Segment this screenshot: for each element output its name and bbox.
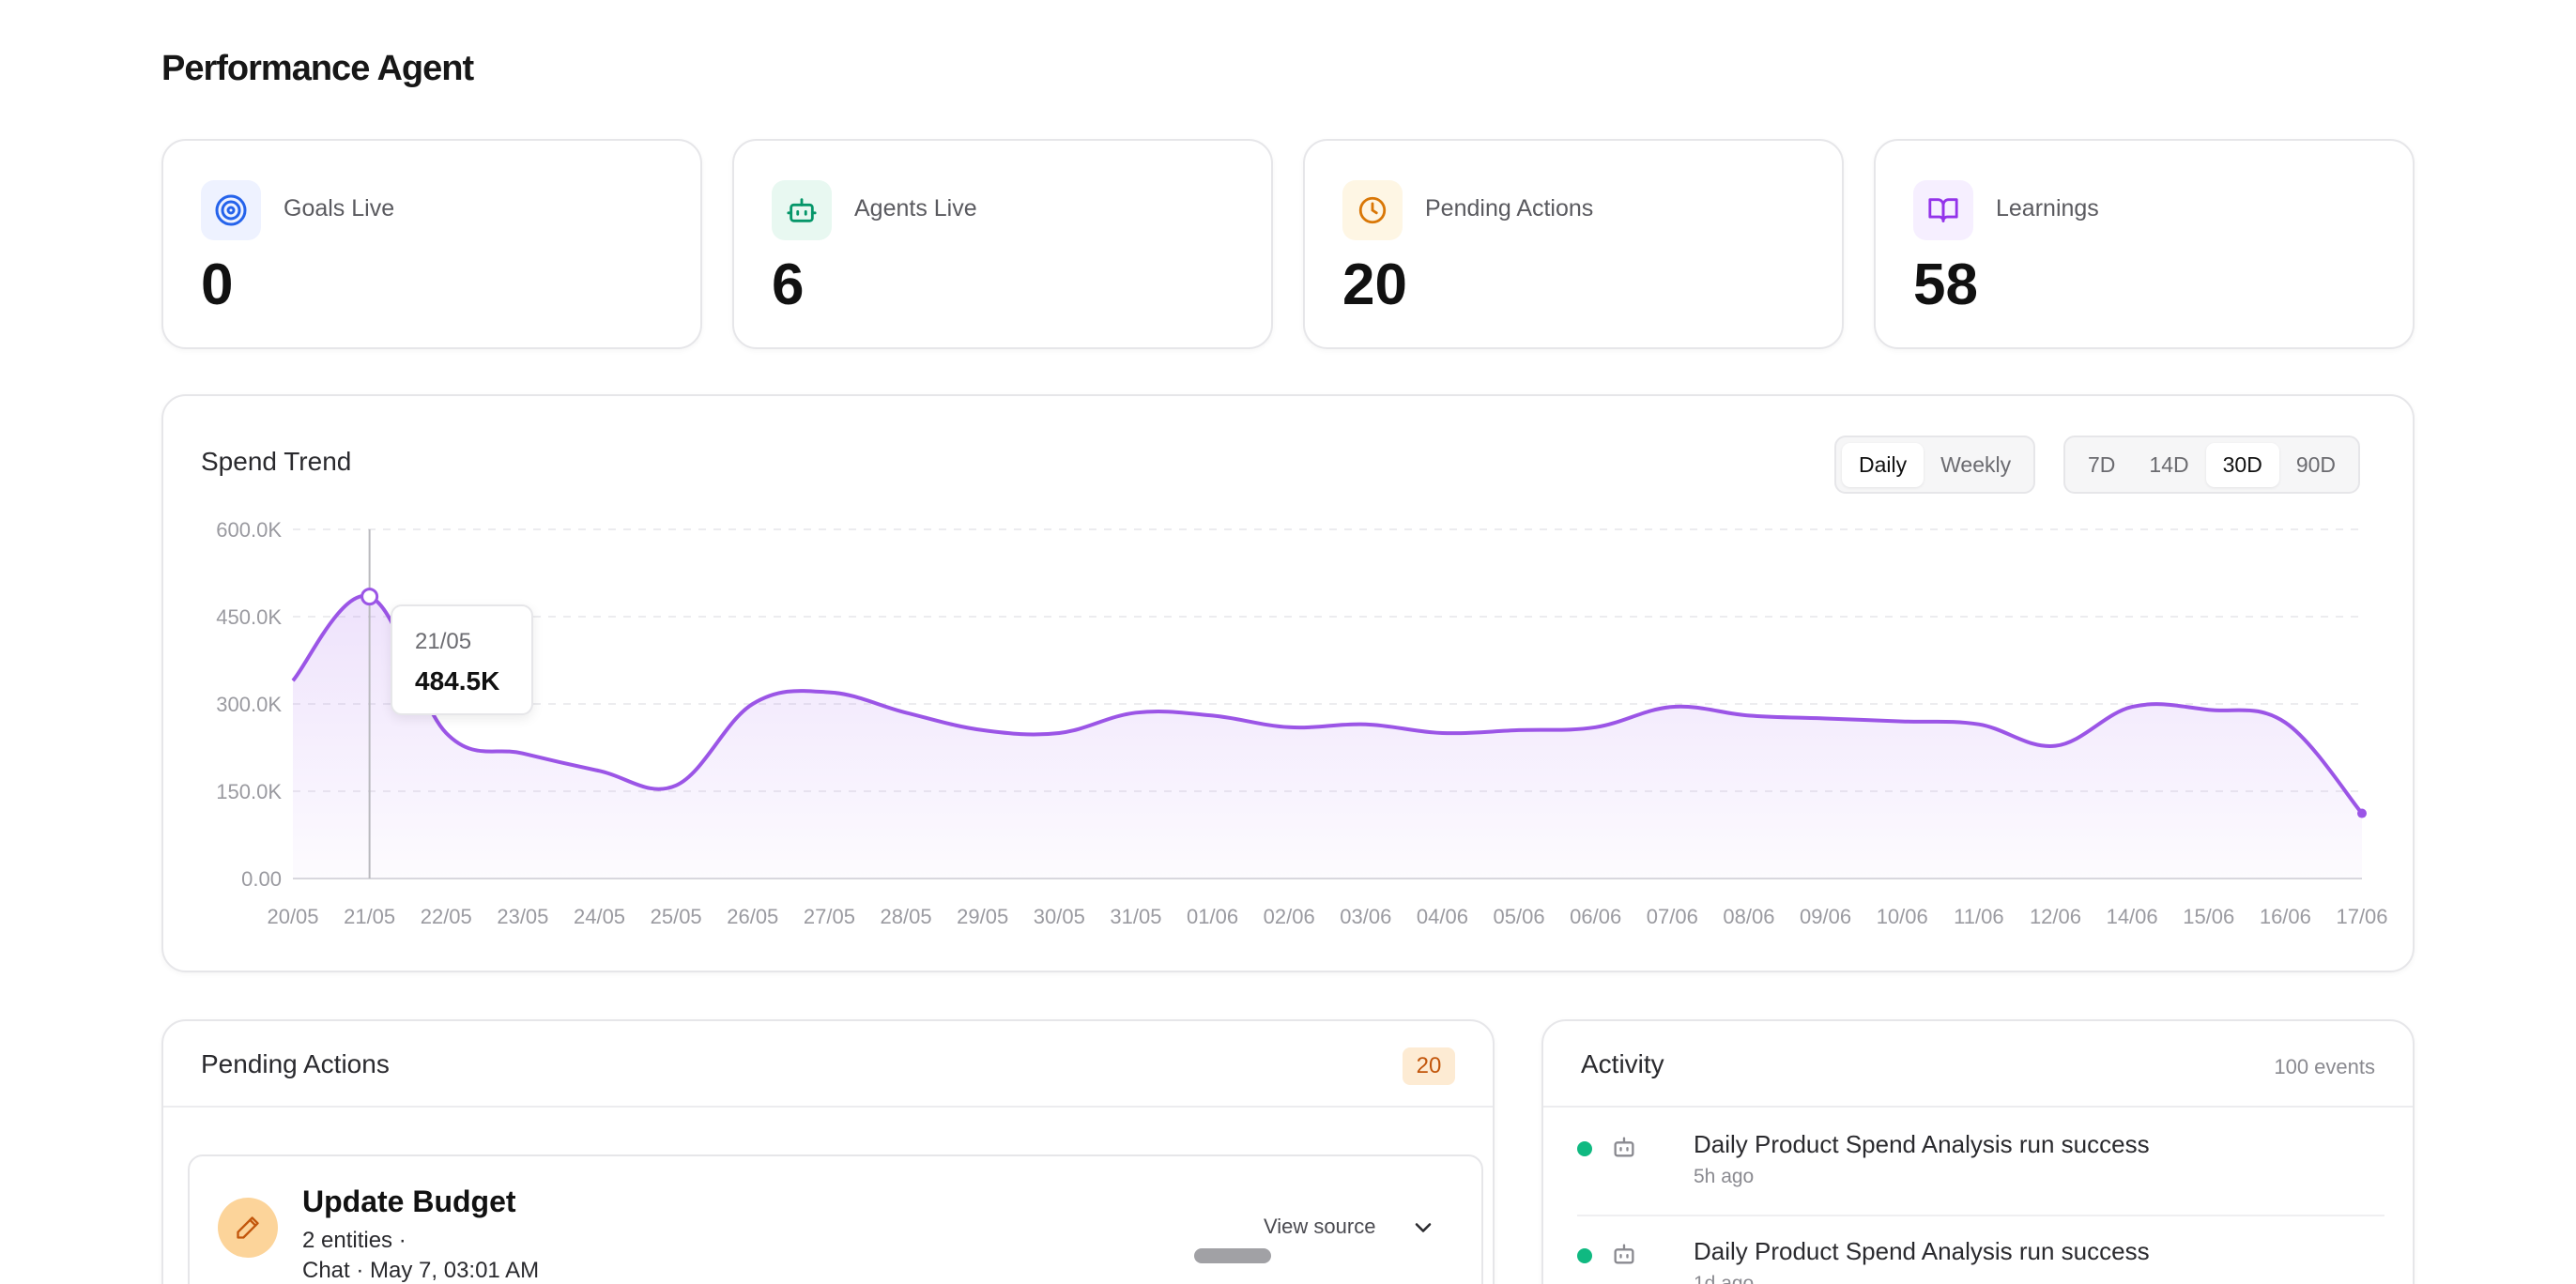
- tooltip-date: 21/05: [415, 629, 472, 654]
- x-tick-label: 09/06: [1800, 905, 1851, 928]
- activity-time: 1d ago: [1694, 1273, 1755, 1284]
- activity-panel: Activity 100 events Daily Product Spend …: [1541, 1019, 2415, 1284]
- x-tick-label: 08/06: [1723, 905, 1774, 928]
- x-tick-label: 10/06: [1877, 905, 1928, 928]
- pencil-icon: [218, 1198, 278, 1258]
- x-tick-label: 15/06: [2183, 905, 2234, 928]
- x-tick-label: 16/06: [2260, 905, 2311, 928]
- activity-title: Activity: [1581, 1049, 1664, 1078]
- activity-header: Activity 100 events: [1543, 1021, 2413, 1108]
- x-tick-label: 07/06: [1647, 905, 1698, 928]
- x-tick-label: 28/05: [881, 905, 932, 928]
- spend-trend-card: Spend Trend Daily Weekly 7D 14D 30D 90D …: [161, 394, 2415, 972]
- x-tick-label: 22/05: [421, 905, 472, 928]
- y-tick-label: 150.0K: [216, 780, 282, 803]
- x-tick-label: 02/06: [1264, 905, 1315, 928]
- granularity-weekly-button[interactable]: Weekly: [1940, 451, 2012, 477]
- pending-count-badge: 20: [1403, 1047, 1455, 1085]
- chart-tooltip: 21/05 484.5K: [391, 604, 533, 715]
- pending-actions-title: Pending Actions: [201, 1049, 390, 1078]
- action-title: Update Budget: [302, 1185, 516, 1218]
- range-14d-button[interactable]: 14D: [2149, 451, 2189, 477]
- x-tick-label: 29/05: [957, 905, 1008, 928]
- x-tick-label: 17/06: [2336, 905, 2387, 928]
- action-source-time: Chat · May 7, 03:01 AM: [302, 1258, 540, 1283]
- status-dot: [1577, 1248, 1592, 1263]
- stat-card-goals-live: Goals Live 0: [161, 139, 702, 349]
- chevron-down-icon[interactable]: [1410, 1215, 1436, 1246]
- stat-card-agents-live: Agents Live 6: [732, 139, 1273, 349]
- range-toggle: 7D 14D 30D 90D: [2063, 436, 2361, 494]
- clock-icon: [1342, 180, 1403, 240]
- end-point: [2357, 808, 2367, 818]
- target-icon: [201, 180, 261, 240]
- range-7d-button[interactable]: 7D: [2088, 451, 2116, 477]
- highlight-point: [360, 588, 379, 606]
- x-tick-label: 05/06: [1494, 905, 1545, 928]
- stat-value: 0: [201, 252, 234, 317]
- stat-label: Agents Live: [854, 195, 977, 222]
- x-tick-label: 20/05: [267, 905, 318, 928]
- stat-value: 6: [772, 252, 805, 317]
- y-tick-label: 600.0K: [216, 518, 282, 542]
- pending-actions-panel: Pending Actions 20 Update Budget 2 entit…: [161, 1019, 1495, 1284]
- view-source-link[interactable]: View source: [1264, 1215, 1376, 1238]
- x-tick-label: 23/05: [497, 905, 548, 928]
- x-tick-label: 04/06: [1417, 905, 1468, 928]
- range-30d-button[interactable]: 30D: [2205, 442, 2279, 487]
- activity-divider: [1577, 1215, 2384, 1216]
- x-tick-label: 24/05: [574, 905, 625, 928]
- bot-icon: [772, 180, 832, 240]
- x-tick-label: 12/06: [2030, 905, 2081, 928]
- series-area: [293, 595, 2362, 879]
- stat-card-pending-actions: Pending Actions 20: [1303, 139, 1844, 349]
- x-tick-label: 11/06: [1954, 905, 2003, 928]
- stat-card-learnings: Learnings 58: [1874, 139, 2415, 349]
- x-tick-label: 06/06: [1570, 905, 1621, 928]
- y-tick-label: 300.0K: [216, 693, 282, 716]
- tooltip-value: 484.5K: [415, 666, 500, 696]
- book-icon: [1913, 180, 1973, 240]
- status-dot: [1577, 1141, 1592, 1156]
- x-tick-label: 01/06: [1187, 905, 1238, 928]
- action-entities: 2 entities ·: [302, 1228, 406, 1253]
- x-tick-label: 03/06: [1340, 905, 1391, 928]
- activity-text: Daily Product Spend Analysis run success: [1694, 1237, 2150, 1265]
- x-tick-label: 27/05: [804, 905, 855, 928]
- action-card-update-budget[interactable]: Update Budget 2 entities · Chat · May 7,…: [188, 1154, 1483, 1284]
- x-tick-label: 26/05: [727, 905, 778, 928]
- x-tick-label: 25/05: [651, 905, 702, 928]
- granularity-toggle: Daily Weekly: [1834, 436, 2036, 494]
- scroll-handle[interactable]: [1194, 1248, 1271, 1263]
- series-line: [291, 593, 2364, 815]
- x-tick-label: 14/06: [2107, 905, 2158, 928]
- chart-title: Spend Trend: [201, 447, 352, 476]
- pending-actions-header: Pending Actions 20: [163, 1021, 1493, 1108]
- stat-value: 20: [1342, 252, 1407, 317]
- granularity-daily-button[interactable]: Daily: [1842, 442, 1924, 487]
- stat-label: Learnings: [1996, 195, 2099, 222]
- x-tick-label: 31/05: [1110, 905, 1161, 928]
- range-90d-button[interactable]: 90D: [2295, 451, 2337, 477]
- activity-text: Daily Product Spend Analysis run success: [1694, 1130, 2150, 1158]
- y-tick-label: 450.0K: [216, 605, 282, 629]
- bot-icon: [1611, 1241, 1637, 1272]
- page-title: Performance Agent: [161, 49, 474, 88]
- x-tick-label: 21/05: [344, 905, 395, 928]
- bot-icon: [1611, 1134, 1637, 1165]
- stat-label: Pending Actions: [1425, 195, 1594, 222]
- activity-events-count: 100 events: [2274, 1055, 2375, 1078]
- stat-value: 58: [1913, 252, 1978, 317]
- y-tick-label: 0.00: [241, 867, 282, 891]
- x-tick-label: 30/05: [1034, 905, 1085, 928]
- activity-time: 5h ago: [1694, 1166, 1755, 1187]
- stat-label: Goals Live: [284, 195, 395, 222]
